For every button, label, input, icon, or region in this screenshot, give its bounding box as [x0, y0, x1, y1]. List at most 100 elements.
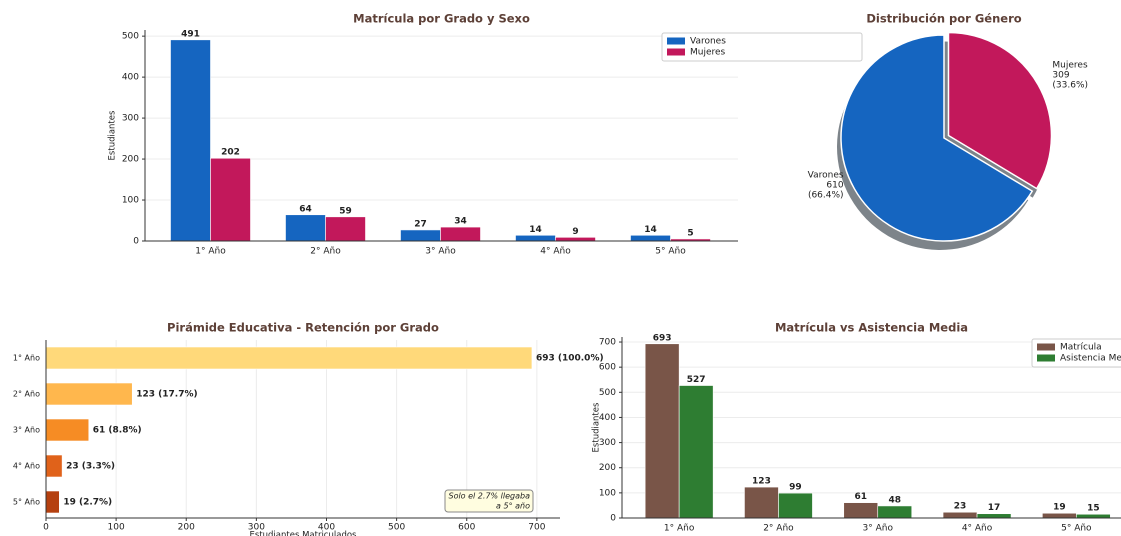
bar-value-label: 14 — [644, 225, 657, 235]
bar-value-label: 19 (2.7%) — [63, 498, 112, 508]
bar — [630, 234, 671, 242]
y-tick-label: 500 — [122, 32, 139, 42]
x-tick-label: 2° Año — [310, 247, 341, 257]
bar-value-label: 48 — [888, 495, 901, 505]
y-tick-label: 200 — [599, 463, 616, 473]
bar — [976, 513, 1012, 519]
chart-title: Matrícula vs Asistencia Media — [775, 321, 968, 335]
legend-swatch — [1037, 343, 1055, 351]
bar — [644, 343, 680, 519]
y-tick-label: 0 — [610, 514, 616, 524]
y-tick-label: 100 — [122, 196, 139, 206]
bar-value-label: 64 — [299, 204, 312, 214]
bar-value-label: 61 (8.8%) — [93, 426, 142, 436]
y-tick-label: 200 — [122, 155, 139, 165]
x-tick-label: 300 — [248, 523, 265, 533]
y-tick-label: 300 — [122, 114, 139, 124]
bar — [440, 226, 481, 242]
bar — [210, 157, 251, 242]
bar-value-label: 27 — [414, 219, 427, 229]
bar — [45, 490, 60, 514]
y-tick-label: 500 — [599, 388, 616, 398]
bar — [170, 39, 211, 242]
bar — [400, 229, 441, 242]
bar — [45, 418, 90, 442]
bar — [1042, 512, 1077, 519]
bar-value-label: 693 — [653, 333, 672, 343]
bar-value-label: 123 — [752, 477, 771, 487]
y-tick-label: 600 — [599, 363, 616, 373]
y-tick-label: 5° Año — [13, 498, 40, 507]
y-axis-label: Estudiantes — [592, 402, 602, 452]
bar-value-label: 9 — [572, 227, 578, 237]
x-tick-label: 3° Año — [425, 247, 456, 257]
bar — [744, 486, 779, 519]
pie-label: Mujeres — [1052, 61, 1088, 71]
y-tick-label: 400 — [122, 73, 139, 83]
bar — [843, 502, 879, 519]
y-tick-label: 4° Año — [13, 462, 40, 471]
pie-slice — [947, 31, 1053, 190]
bar — [877, 505, 913, 519]
y-tick-label: 3° Año — [13, 426, 40, 435]
y-tick-label: 700 — [599, 338, 616, 348]
chart-title: Matrícula por Grado y Sexo — [353, 12, 530, 26]
x-tick-label: 3° Año — [863, 524, 894, 534]
bar-value-label: 527 — [687, 375, 706, 385]
x-tick-label: 0 — [43, 523, 49, 533]
bar-value-label: 202 — [221, 148, 240, 158]
bar-value-label: 34 — [454, 217, 467, 227]
x-tick-label: 100 — [108, 523, 125, 533]
legend-label: Asistencia Media — [1060, 354, 1121, 364]
annotation: Solo el 2.7% llegaba — [448, 492, 530, 501]
x-axis-label: Estudiantes Matriculados — [250, 531, 358, 536]
y-tick-label: 100 — [599, 488, 616, 498]
legend-label: Mujeres — [690, 48, 726, 58]
y-tick-label: 0 — [133, 237, 139, 247]
bar-value-label: 5 — [687, 228, 693, 238]
annotation: a 5° año — [496, 502, 530, 511]
pie-label: 610 — [826, 180, 843, 190]
legend-swatch — [667, 48, 685, 56]
bar-value-label: 23 (3.3%) — [66, 462, 115, 472]
bar-value-label: 99 — [789, 483, 802, 493]
bar-value-label: 19 — [1053, 503, 1066, 513]
bar — [45, 346, 533, 370]
y-tick-label: 400 — [599, 413, 616, 423]
bar — [285, 214, 326, 242]
x-tick-label: 400 — [318, 523, 335, 533]
chart-title: Pirámide Educativa - Retención por Grado — [167, 321, 439, 335]
y-tick-label: 1° Año — [13, 354, 40, 363]
x-tick-label: 200 — [178, 523, 195, 533]
x-tick-label: 5° Año — [1061, 524, 1092, 534]
bar — [515, 234, 556, 242]
pie-label: (33.6%) — [1052, 81, 1088, 91]
bar-value-label: 23 — [954, 502, 967, 512]
x-tick-label: 700 — [528, 523, 545, 533]
chart-title: Distribución por Género — [866, 12, 1021, 26]
legend-swatch — [667, 37, 685, 45]
bar-value-label: 15 — [1087, 504, 1100, 514]
bar — [1076, 513, 1111, 519]
bar-value-label: 61 — [854, 492, 867, 502]
pie-label: Varones — [808, 170, 844, 180]
legend-box — [661, 32, 863, 62]
bar-value-label: 14 — [529, 225, 542, 235]
bar — [555, 237, 596, 242]
bar — [942, 511, 978, 519]
x-tick-label: 4° Año — [962, 524, 993, 534]
x-tick-label: 5° Año — [655, 247, 686, 257]
y-tick-label: 2° Año — [13, 390, 40, 399]
x-tick-label: 4° Año — [540, 247, 571, 257]
x-tick-label: 500 — [388, 523, 405, 533]
bar-value-label: 59 — [339, 206, 352, 216]
pie-label: (66.4%) — [808, 190, 844, 200]
pie-slice — [840, 34, 1034, 242]
x-tick-label: 1° Año — [195, 247, 226, 257]
x-tick-label: 2° Año — [763, 524, 794, 534]
legend-swatch — [1037, 354, 1055, 362]
bar-value-label: 123 (17.7%) — [136, 390, 197, 400]
bar — [45, 382, 133, 406]
legend-label: Matrícula — [1060, 343, 1102, 353]
